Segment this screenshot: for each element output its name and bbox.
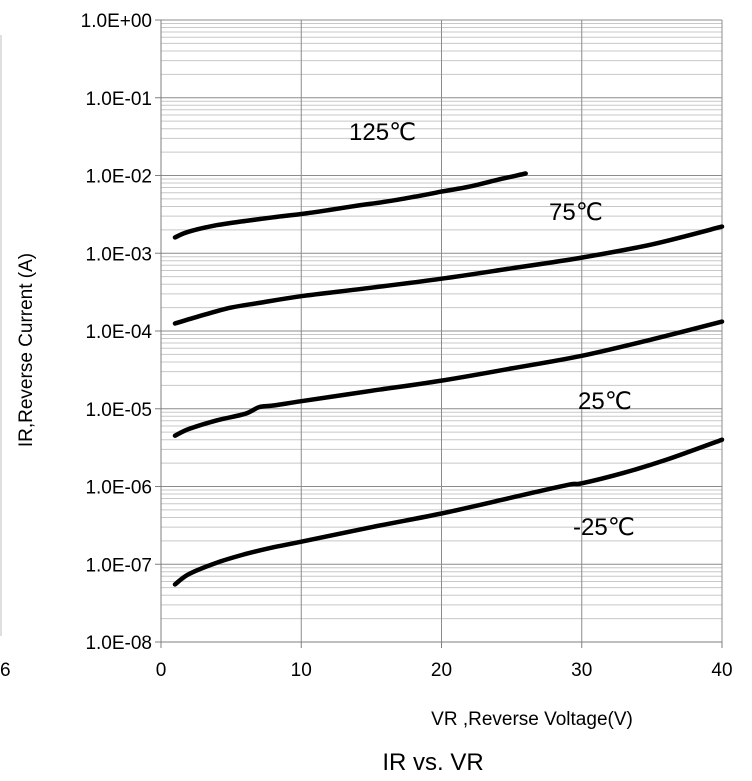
y-tick-label: 1.0E-08 <box>85 633 152 654</box>
series-label-75: 75℃ <box>549 199 603 226</box>
x-tick-labels: 0 10 20 30 40 <box>156 642 733 681</box>
y-tick-label: 1.0E-01 <box>85 89 152 110</box>
series-line-0 <box>172 171 528 240</box>
series-label-minus25: -25℃ <box>573 514 635 541</box>
x-tick-label: 0 <box>156 660 167 681</box>
series-line-3 <box>172 437 725 587</box>
series-line-2 <box>172 319 725 438</box>
y-axis-label: IR,Reverse Current (A) <box>16 253 37 447</box>
series-label-25: 25℃ <box>578 388 632 415</box>
grid <box>160 19 723 643</box>
y-tick-label: 1.0E-07 <box>85 555 152 576</box>
y-tick-label: 1.0E-05 <box>85 400 152 421</box>
x-tick-label: 40 <box>711 660 732 681</box>
y-tick-label: 1.0E-06 <box>85 478 152 499</box>
series-label-125: 125℃ <box>349 119 416 146</box>
series-lines <box>172 171 725 587</box>
x-tick-label: 20 <box>431 660 452 681</box>
series-line-1 <box>172 224 725 326</box>
x-tick-label: 10 <box>291 660 312 681</box>
y-tick-label: 1.0E-02 <box>85 167 152 188</box>
y-tick-labels: 1.0E-08 1.0E-07 1.0E-06 1.0E-05 1.0E-04 1.0E-… <box>81 11 161 654</box>
clipped-tick-label: 6 <box>0 660 11 681</box>
chart-title: IR vs. VR <box>382 749 483 776</box>
y-tick-label: 1.0E-04 <box>85 322 152 343</box>
y-tick-label: 1.0E+00 <box>81 11 152 32</box>
x-axis-label: VR ,Reverse Voltage(V) <box>431 709 633 730</box>
x-tick-label: 30 <box>571 660 592 681</box>
y-tick-label: 1.0E-03 <box>85 244 152 265</box>
